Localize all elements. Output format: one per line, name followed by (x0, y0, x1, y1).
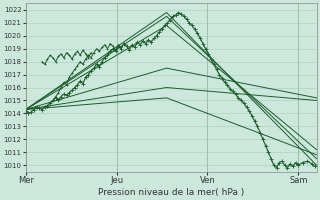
X-axis label: Pression niveau de la mer( hPa ): Pression niveau de la mer( hPa ) (98, 188, 244, 197)
